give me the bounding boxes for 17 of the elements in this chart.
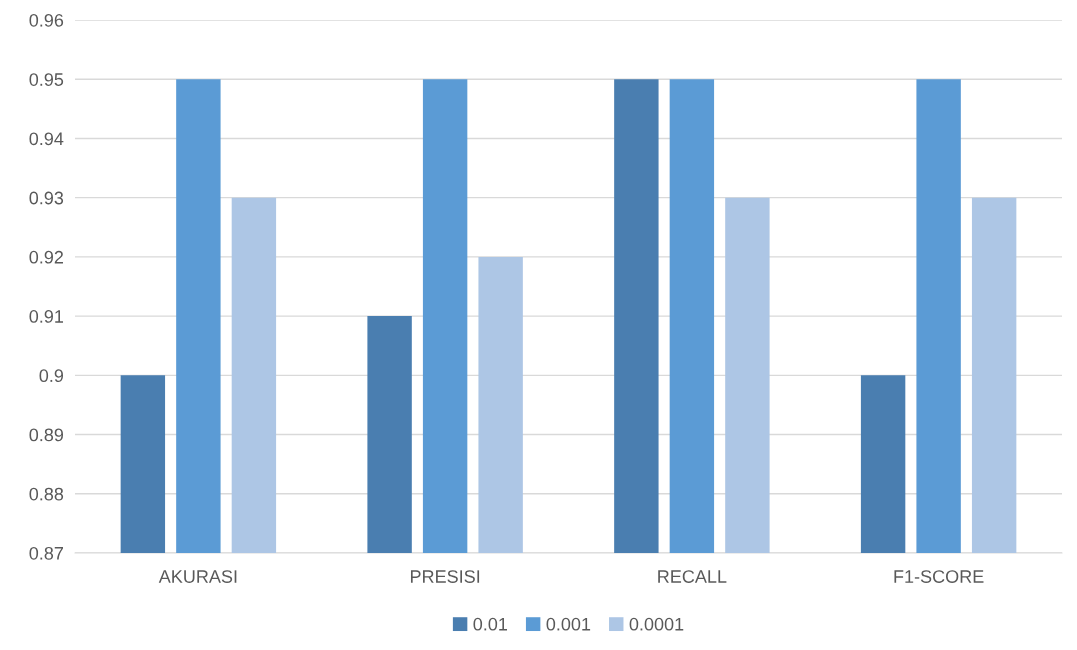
y-tick-label: 0.89	[29, 428, 64, 442]
y-tick-label: 0.95	[29, 73, 64, 86]
y-tick-label: 0.87	[29, 546, 63, 560]
y-tick-label: 0.92	[29, 250, 63, 264]
y-tick-label: 0.91	[29, 310, 64, 323]
legend-label: 0.001	[546, 617, 591, 631]
x-tick-label: AKURASI	[158, 570, 237, 583]
legend-label: 0.0001	[629, 617, 684, 631]
y-tick-label: 0.96	[29, 13, 64, 27]
y-tick-label: 0.93	[29, 191, 64, 205]
x-tick-label: RECALL	[658, 570, 727, 583]
x-tick-label: PRESISI	[410, 570, 480, 583]
y-tick-label: 0.9	[39, 369, 64, 383]
x-tick-label: F1-SCORE	[894, 570, 984, 583]
y-tick-label: 0.88	[29, 487, 64, 501]
legend-label: 0.01	[473, 617, 508, 631]
y-tick-label: 0.94	[29, 132, 64, 146]
